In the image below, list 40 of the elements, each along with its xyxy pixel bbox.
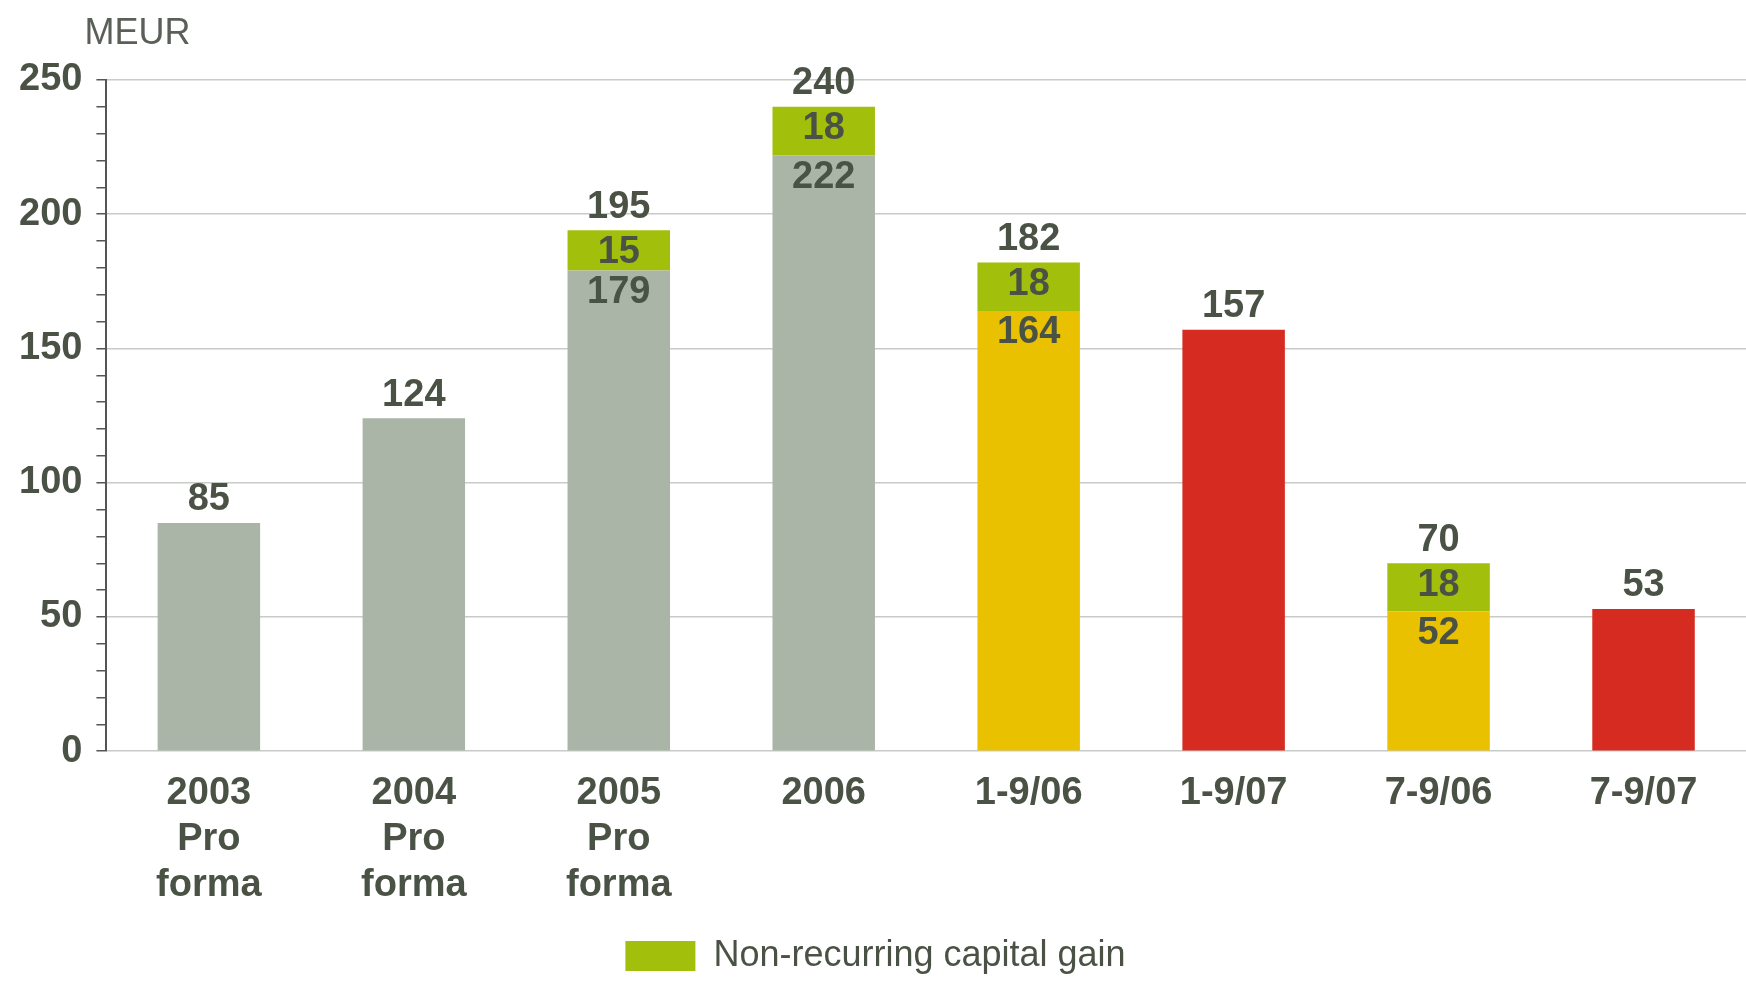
x-tick-label: 7-9/07 bbox=[1589, 770, 1698, 813]
bar bbox=[1182, 329, 1285, 751]
bar bbox=[362, 418, 466, 751]
total-label: 195 bbox=[587, 183, 651, 226]
y-tick-label: 200 bbox=[19, 190, 83, 233]
y-tick-label: 50 bbox=[40, 593, 83, 636]
bar bbox=[1592, 608, 1695, 751]
legend-label: Non-recurring capital gain bbox=[713, 932, 1126, 974]
x-tick-label: 7-9/06 bbox=[1384, 770, 1493, 813]
data-label: 164 bbox=[996, 309, 1061, 352]
bar bbox=[1387, 611, 1490, 751]
total-label: 157 bbox=[1201, 283, 1266, 326]
x-tick-label: 1-9/07 bbox=[1179, 770, 1288, 813]
total-label: 182 bbox=[996, 216, 1061, 259]
y-axis-title: MEUR bbox=[84, 10, 191, 52]
data-label: 18 bbox=[1007, 261, 1050, 304]
bar bbox=[977, 310, 1080, 751]
total-label: 70 bbox=[1417, 516, 1460, 559]
total-label: 124 bbox=[382, 371, 446, 414]
data-label: 18 bbox=[1417, 561, 1460, 604]
y-tick-label: 100 bbox=[19, 459, 83, 502]
x-tick-label: 1-9/06 bbox=[974, 770, 1083, 813]
data-label: 52 bbox=[1417, 610, 1460, 653]
x-tick-label: 2006 bbox=[781, 770, 866, 813]
y-tick-label: 150 bbox=[19, 324, 83, 367]
bar bbox=[157, 522, 261, 751]
total-label: 240 bbox=[792, 60, 856, 103]
bar bbox=[772, 155, 875, 751]
y-tick-label: 0 bbox=[61, 727, 83, 770]
x-tick-label: 2004 Pro forma bbox=[361, 770, 468, 904]
y-tick-label: 250 bbox=[19, 56, 83, 99]
data-label: 18 bbox=[802, 105, 845, 148]
total-label: 85 bbox=[187, 476, 231, 519]
bar bbox=[567, 270, 671, 751]
data-label: 179 bbox=[587, 269, 651, 312]
x-tick-label: 2003 Pro forma bbox=[156, 770, 263, 904]
total-label: 53 bbox=[1622, 562, 1665, 605]
x-tick-label: 2005 Pro forma bbox=[565, 770, 673, 904]
data-label: 222 bbox=[792, 153, 856, 196]
data-label: 15 bbox=[597, 228, 640, 271]
